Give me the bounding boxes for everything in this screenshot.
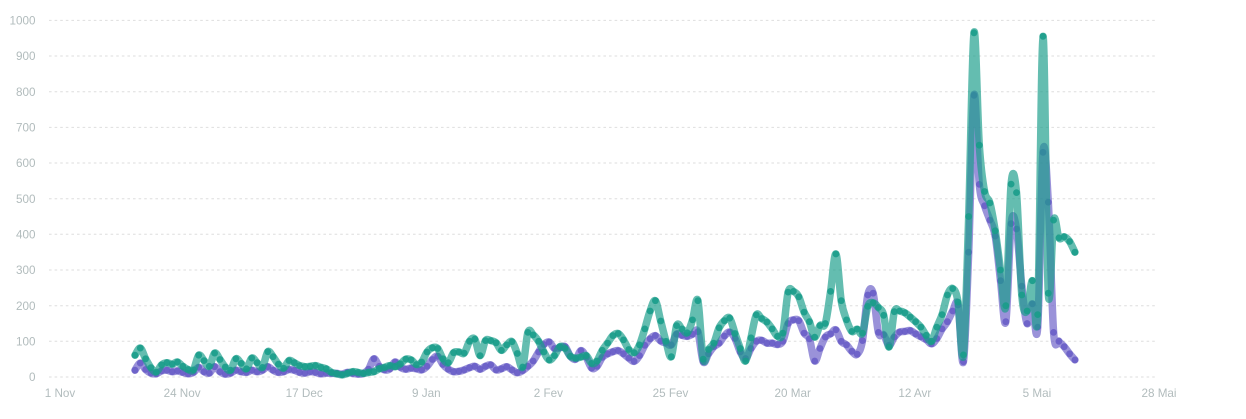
svg-text:900: 900 [16, 50, 36, 63]
svg-text:1000: 1000 [9, 15, 36, 28]
svg-text:500: 500 [16, 193, 36, 206]
svg-text:300: 300 [16, 264, 36, 277]
svg-text:12 Avr: 12 Avr [898, 387, 931, 400]
svg-text:28 Mai: 28 Mai [1141, 387, 1176, 400]
svg-text:600: 600 [16, 157, 36, 170]
svg-text:9 Jan: 9 Jan [412, 387, 441, 400]
svg-text:20 Mar: 20 Mar [775, 387, 811, 400]
svg-text:700: 700 [16, 122, 36, 135]
svg-text:17 Dec: 17 Dec [286, 387, 323, 400]
svg-text:400: 400 [16, 228, 36, 241]
svg-text:25 Fev: 25 Fev [653, 387, 689, 400]
svg-text:24 Nov: 24 Nov [164, 387, 201, 400]
svg-text:0: 0 [29, 371, 36, 384]
svg-text:1 Nov: 1 Nov [45, 387, 76, 400]
svg-text:200: 200 [16, 300, 36, 313]
svg-text:2 Fev: 2 Fev [534, 387, 563, 400]
svg-text:100: 100 [16, 335, 36, 348]
svg-text:800: 800 [16, 86, 36, 99]
svg-text:5 Mai: 5 Mai [1023, 387, 1052, 400]
